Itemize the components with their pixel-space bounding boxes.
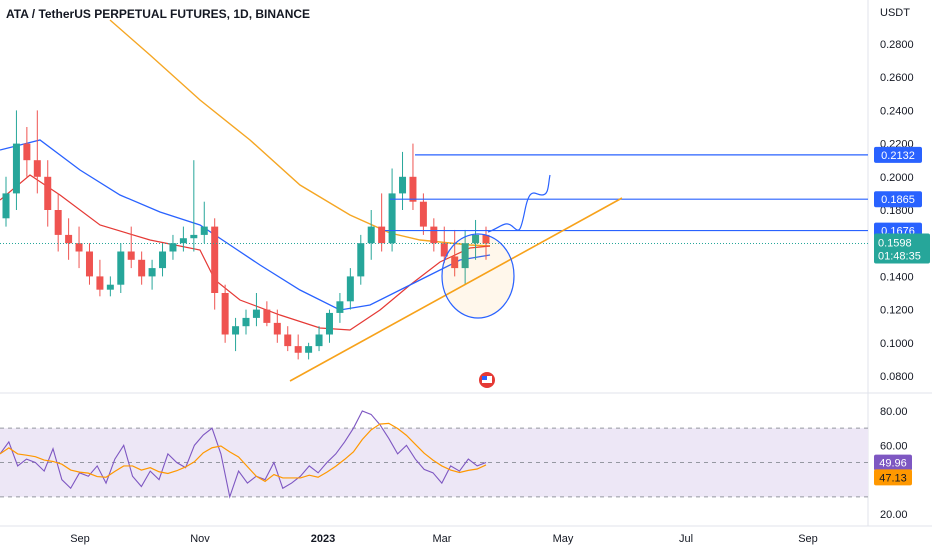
candle-body <box>242 317 250 327</box>
time-tick-label: Sep <box>798 533 818 545</box>
candle-body <box>367 226 375 244</box>
candle-body <box>430 226 438 244</box>
candle-body <box>482 234 490 244</box>
price-tick-label: 0.1800 <box>880 205 914 217</box>
candle-body <box>378 226 386 244</box>
price-tick-label: 0.1000 <box>880 338 914 350</box>
candle-body <box>190 234 198 239</box>
chart-title: ATA / TetherUS PERPETUAL FUTURES, 1D, BI… <box>6 7 311 21</box>
time-tick-label: Mar <box>433 533 452 545</box>
level-price-tag <box>874 146 922 163</box>
time-tick-label: Nov <box>190 533 210 545</box>
candle-body <box>357 243 365 277</box>
price-axis-unit: USDT <box>880 7 910 19</box>
price-tick-label: 0.1200 <box>880 305 914 317</box>
countdown-label: 01:48:35 <box>878 251 921 263</box>
candle-body <box>148 268 156 277</box>
candle-body <box>75 243 83 252</box>
rsi-tick-label: 60.00 <box>880 440 908 452</box>
rsi-ma-line <box>0 422 487 483</box>
current-price-label: 0.1598 <box>878 238 912 250</box>
level-price-label: 0.1865 <box>881 194 915 206</box>
price-tick-label: 0.2800 <box>880 39 914 51</box>
candle-body <box>65 234 73 244</box>
candle-body <box>159 251 167 269</box>
candle-body <box>472 234 480 244</box>
candle-body <box>346 276 354 302</box>
candle-body <box>440 243 448 257</box>
level-price-tag <box>874 191 922 208</box>
candle-body <box>106 284 114 290</box>
candle-body <box>451 256 459 269</box>
candle-body <box>284 334 292 347</box>
time-tick-label: Sep <box>70 533 90 545</box>
candle-body <box>33 160 41 177</box>
price-tick-label: 0.2400 <box>880 105 914 117</box>
us-flag-icon-canton <box>482 376 487 380</box>
price-tick-label: 0.2000 <box>880 172 914 184</box>
ma-orange-line <box>109 19 491 247</box>
candle-body <box>315 334 323 347</box>
level-price-label: 0.2132 <box>881 150 915 162</box>
candle-body <box>232 326 240 335</box>
rsi-value-tag <box>874 454 912 471</box>
candle-body <box>169 243 177 252</box>
candle-body <box>409 176 417 202</box>
time-tick-label: 2023 <box>311 533 335 545</box>
candle-body <box>138 259 146 277</box>
candle-body <box>44 176 52 210</box>
candle-body <box>117 251 125 285</box>
candle-body <box>127 251 135 260</box>
rsi-line <box>0 410 487 499</box>
candle-body <box>200 226 208 235</box>
candle-body <box>461 243 469 269</box>
candle-body <box>12 143 20 194</box>
candle-body <box>305 346 313 353</box>
current-price-tag <box>874 233 930 264</box>
candle-body <box>273 322 281 335</box>
trendline <box>289 197 623 382</box>
ma-red-line <box>0 174 491 331</box>
candle-body <box>336 301 344 313</box>
rsi-tick-label: 80.00 <box>880 406 908 418</box>
candle-body <box>263 309 271 323</box>
candle-body <box>179 238 187 244</box>
candle-body <box>388 193 396 244</box>
price-tick-label: 0.2600 <box>880 72 914 84</box>
candle-body <box>2 193 10 219</box>
candle-body <box>211 226 219 293</box>
projection-path <box>487 174 551 233</box>
candle-body <box>399 176 407 194</box>
highlight-circle <box>441 233 515 319</box>
rsi-ma-value-tag <box>874 469 912 486</box>
rsi-value-label: 49.96 <box>879 458 907 470</box>
candle-body <box>419 201 427 227</box>
rsi-ma-value-label: 47.13 <box>879 472 907 484</box>
candle-body <box>294 346 302 353</box>
candle-body <box>54 210 62 235</box>
candle-body <box>325 312 333 335</box>
price-tick-label: 0.1400 <box>880 271 914 283</box>
time-tick-label: May <box>553 533 574 545</box>
time-tick-label: Jul <box>679 533 693 545</box>
ma-blue-line <box>0 139 491 311</box>
rsi-tick-label: 20.00 <box>880 509 908 521</box>
price-tick-label: 0.0800 <box>880 371 914 383</box>
candle-body <box>85 251 93 277</box>
candle-body <box>252 309 260 318</box>
candle-body <box>221 293 229 335</box>
candle-body <box>96 276 104 290</box>
candle-body <box>23 143 31 161</box>
